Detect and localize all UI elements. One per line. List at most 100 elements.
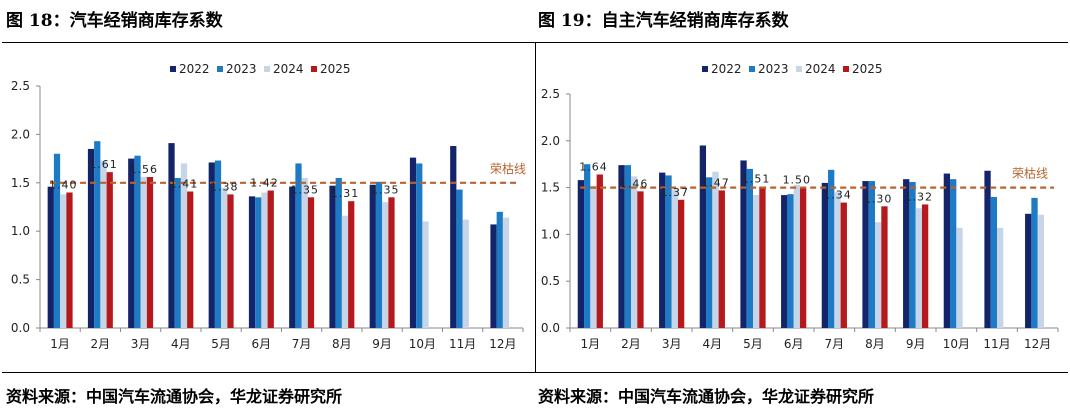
bar-2023-12月 — [1031, 197, 1038, 328]
bar-2022-1月 — [47, 186, 54, 328]
bar-2024-11月 — [462, 219, 469, 328]
bar-2022-2月 — [87, 148, 95, 328]
data-label-2025-7月: 1.35 — [290, 183, 319, 196]
chart-right: 0.0 0.5 1.0 1.5 2.0 2.5 1月 2月 3月 4月 5月 6月 7月 8月 9月 10月 1… — [541, 62, 1059, 351]
bar-2022-6月 — [248, 196, 256, 328]
bar-2025-6月 — [799, 187, 807, 328]
bar-2024-3月 — [140, 176, 147, 328]
x-tick-label: 6月 — [252, 337, 272, 351]
bar-2024-1月 — [60, 194, 67, 328]
bar-2023-3月 — [134, 155, 141, 328]
bar-2022-7月 — [821, 182, 829, 328]
bar-2024-10月 — [422, 221, 429, 328]
legend-swatch-2025 — [311, 66, 317, 72]
bar-2024-7月 — [301, 177, 308, 328]
bar-2022-10月 — [943, 173, 951, 328]
bar-2023-12月 — [496, 211, 503, 328]
legend-label-2022: 2022 — [711, 62, 742, 76]
chart-title-left: 图 18：汽车经销商库存系数 — [6, 11, 223, 31]
data-label-2025-5月: 1.51 — [742, 173, 771, 186]
bar-2025-9月 — [388, 197, 395, 328]
bar-2023-8月 — [335, 177, 342, 328]
bar-2025-3月 — [677, 199, 685, 328]
bar-2025-7月 — [840, 202, 847, 328]
y-tick-label: 0.5 — [11, 273, 30, 287]
bar-2024-8月 — [341, 215, 349, 328]
bar-2022-11月 — [984, 170, 991, 328]
bar-2023-7月 — [295, 163, 302, 328]
bar-2024-11月 — [997, 227, 1004, 328]
legend-swatch-2022 — [702, 66, 708, 72]
bar-2023-4月 — [174, 177, 181, 328]
y-tick-label: 0.5 — [541, 274, 560, 288]
x-tick-label: 6月 — [784, 337, 804, 351]
bar-2025-6月 — [267, 190, 274, 328]
bar-2025-1月 — [66, 192, 73, 328]
bar-2024-9月 — [915, 208, 922, 328]
y-tick-label: 2.5 — [541, 87, 560, 101]
bar-2024-3月 — [671, 189, 678, 328]
bar-2022-9月 — [903, 179, 910, 328]
source-note-right: 资料来源：中国汽车流通协会，华龙证券研究所 — [538, 387, 875, 406]
data-label-2025-8月: 1.30 — [864, 192, 893, 205]
bar-2023-5月 — [214, 160, 222, 328]
bar-2023-10月 — [416, 163, 423, 328]
y-tick-label: 1.5 — [11, 176, 30, 190]
data-label-2025-1月: 1.64 — [579, 160, 608, 173]
y-tick-label: 1.5 — [541, 181, 560, 195]
y-tick-label: 1.0 — [541, 227, 560, 241]
legend-label-2022: 2022 — [179, 62, 210, 76]
bar-2024-5月 — [221, 187, 228, 328]
legend-swatch-2024 — [264, 66, 270, 72]
x-tick-label: 5月 — [743, 337, 763, 351]
x-tick-label: 1月 — [581, 337, 601, 351]
bar-2023-10月 — [950, 179, 957, 328]
x-tick-label: 12月 — [489, 337, 516, 351]
data-label-2025-6月: 1.50 — [783, 174, 812, 187]
y-tick-label: 2.0 — [541, 134, 560, 148]
bar-2022-3月 — [659, 172, 666, 328]
bar-2022-8月 — [862, 181, 869, 328]
legend-swatch-2024 — [796, 66, 802, 72]
x-tick-label: 8月 — [332, 337, 352, 351]
bar-2022-9月 — [369, 184, 376, 328]
bar-2024-12月 — [1037, 214, 1044, 328]
legend-swatch-2022 — [170, 66, 176, 72]
threshold-label: 荣枯线 — [490, 161, 526, 176]
y-tick-label: 1.0 — [11, 224, 30, 238]
x-tick-label: 5月 — [211, 337, 231, 351]
bar-2024-10月 — [956, 227, 963, 328]
x-tick-label: 4月 — [703, 337, 723, 351]
bar-2023-11月 — [456, 189, 463, 328]
bar-2024-5月 — [753, 195, 760, 328]
bar-2023-4月 — [706, 177, 713, 328]
panel-divider — [535, 42, 536, 373]
x-tick-label: 7月 — [292, 337, 312, 351]
bar-2022-12月 — [1025, 213, 1032, 328]
bar-2023-6月 — [787, 194, 794, 328]
x-tick-label: 11月 — [449, 337, 476, 351]
legend-swatch-2023 — [217, 66, 223, 72]
bar-2025-1月 — [596, 174, 603, 328]
bar-2025-3月 — [146, 176, 154, 328]
x-tick-label: 3月 — [131, 337, 151, 351]
data-label-2025-2月: 1.61 — [89, 158, 118, 171]
legend-label-2023: 2023 — [226, 62, 257, 76]
data-label-2025-4月: 1.41 — [170, 178, 199, 191]
bar-2025-4月 — [718, 190, 725, 328]
x-tick-label: 3月 — [662, 337, 682, 351]
legend-label-2025: 2025 — [852, 62, 883, 76]
data-label-2025-8月: 1.31 — [331, 187, 360, 200]
x-tick-label: 9月 — [906, 337, 926, 351]
bar-2022-12月 — [490, 224, 497, 328]
bar-2023-1月 — [53, 153, 61, 328]
x-tick-label: 7月 — [825, 337, 845, 351]
legend-label-2024: 2024 — [805, 62, 836, 76]
chart-left: 0.0 0.5 1.0 1.5 2.0 2.5 1月 2月 3月 4月 5月 6月 7月 8月 9月 10月 1… — [11, 62, 526, 351]
y-tick-label: 0.0 — [541, 321, 560, 335]
x-tick-label: 11月 — [983, 337, 1010, 351]
bar-2025-5月 — [759, 186, 766, 328]
bar-2024-4月 — [180, 163, 188, 328]
bar-2025-8月 — [881, 206, 888, 328]
